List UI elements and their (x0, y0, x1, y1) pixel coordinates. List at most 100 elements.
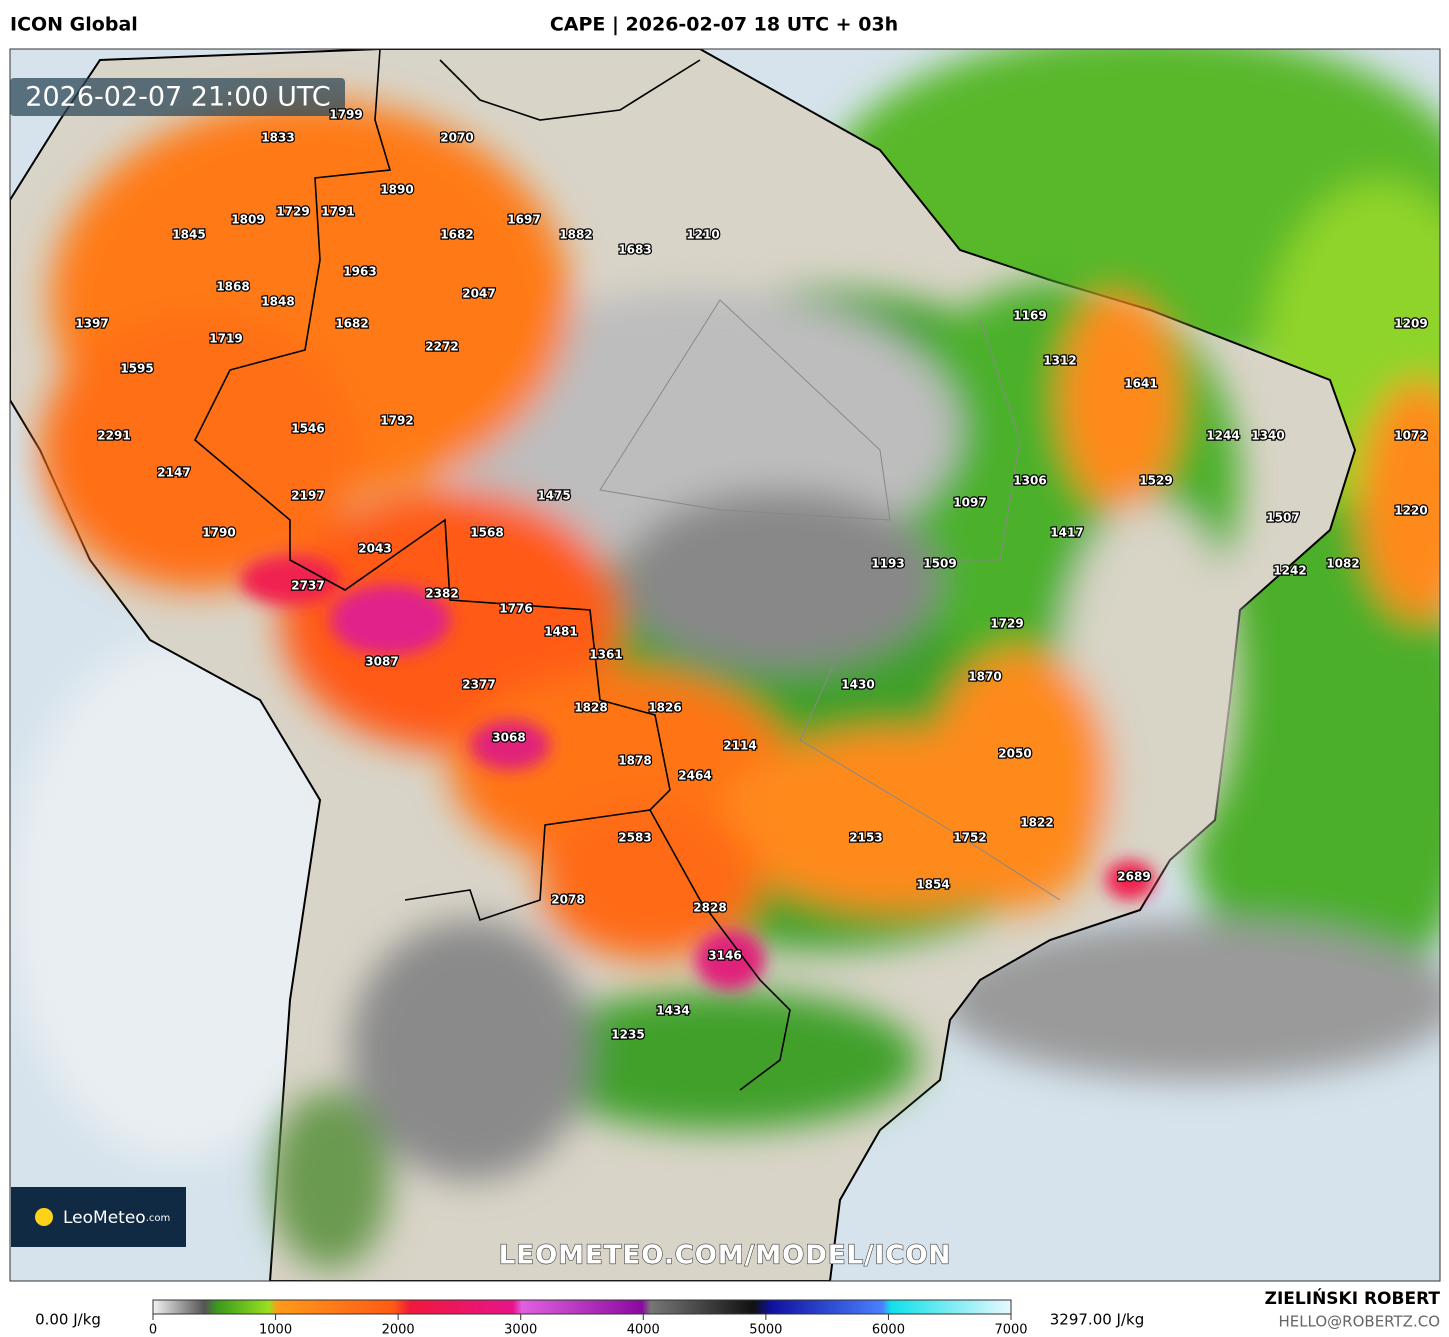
point-value: 1568 (470, 526, 503, 540)
point-value: 1854 (916, 878, 949, 892)
logo-text: LeoMeteo (63, 1208, 146, 1228)
point-value: 1790 (202, 526, 235, 540)
point-value: 1361 (589, 648, 622, 662)
point-value: 2147 (157, 466, 190, 480)
point-value: 1193 (871, 557, 904, 571)
point-value: 2464 (678, 769, 711, 783)
point-value: 1792 (380, 414, 413, 428)
point-value: 1776 (499, 602, 532, 616)
colorbar-ticks: 0 1000 2000 3000 4000 5000 6000 7000 (149, 1314, 1028, 1337)
point-value: 1169 (1013, 309, 1046, 323)
point-value: 1235 (611, 1028, 644, 1042)
point-value: 1244 (1206, 429, 1239, 443)
point-value: 1209 (1394, 317, 1427, 331)
point-value: 2382 (425, 587, 458, 601)
point-value: 1509 (923, 557, 956, 571)
colorbar-max: 3297.00 J/kg (1050, 1311, 1144, 1329)
point-value: 1082 (1326, 557, 1359, 571)
point-value: 1791 (321, 205, 354, 219)
point-value: 1242 (1273, 564, 1306, 578)
point-value: 3087 (365, 655, 398, 669)
point-value: 1848 (261, 295, 294, 309)
model-name: ICON Global (10, 14, 138, 36)
map-frame (9, 48, 1441, 1282)
timestamp-box (10, 78, 345, 116)
point-value: 1719 (209, 332, 242, 346)
point-value: 2153 (849, 831, 882, 845)
point-value: 1220 (1394, 504, 1427, 518)
point-value: 2070 (440, 131, 473, 145)
point-labels: 1799 2070 1833 1890 1809 1729 1791 1697 1882 1683… (74, 106, 1429, 1043)
colorbar-tick-label: 5000 (749, 1323, 782, 1337)
point-value: 2689 (1117, 870, 1150, 884)
timestamp: 2026-02-07 21:00 UTC (25, 82, 330, 113)
point-value: 3068 (492, 731, 525, 745)
point-value: 1822 (1020, 816, 1053, 830)
point-value: 1595 (120, 362, 153, 376)
colorbar-tick-label: 0 (149, 1323, 157, 1337)
point-value: 1682 (440, 228, 473, 242)
point-value: 2078 (551, 893, 584, 907)
point-value: 1434 (656, 1004, 689, 1018)
point-value: 1546 (291, 422, 324, 436)
point-value: 1729 (276, 205, 309, 219)
point-value: 1312 (1043, 354, 1076, 368)
colorbar-tick-label: 7000 (994, 1323, 1027, 1337)
point-value: 1529 (1139, 474, 1172, 488)
point-value: 2291 (97, 429, 130, 443)
colorbar-tick-label: 3000 (504, 1323, 537, 1337)
point-value: 1882 (559, 228, 592, 242)
point-value: 1697 (507, 213, 540, 227)
point-value: 2272 (425, 340, 458, 354)
point-value: 2377 (462, 678, 495, 692)
point-value: 1682 (335, 317, 368, 331)
point-value: 1826 (648, 701, 681, 715)
point-value: 1828 (574, 701, 607, 715)
point-value: 1397 (75, 317, 108, 331)
point-value: 2047 (462, 287, 495, 301)
point-value: 2050 (998, 747, 1031, 761)
point-value: 1799 (329, 108, 362, 122)
map (10, 49, 1440, 1281)
watermark: LEOMETEO.COM/MODEL/ICON (499, 1241, 952, 1271)
author: ZIELIŃSKI ROBERT (1265, 1287, 1441, 1309)
point-value: 1507 (1266, 511, 1299, 525)
point-value: 1729 (990, 617, 1023, 631)
logo-suffix: .com (146, 1213, 171, 1224)
colorbar-tick-label: 1000 (259, 1323, 292, 1337)
point-value: 2197 (291, 489, 324, 503)
colorbar-tick-label: 4000 (627, 1323, 660, 1337)
point-value: 2114 (723, 739, 756, 753)
point-value: 1870 (968, 670, 1001, 684)
point-value: 1097 (953, 496, 986, 510)
point-value: 2737 (291, 579, 324, 593)
point-value: 3146 (708, 949, 741, 963)
point-value: 1845 (172, 228, 205, 242)
colorbar-tick-label: 2000 (382, 1323, 415, 1337)
point-value: 1475 (537, 489, 570, 503)
colorbar-tick-label: 6000 (872, 1323, 905, 1337)
point-value: 1890 (380, 183, 413, 197)
point-value: 1641 (1124, 377, 1157, 391)
point-value: 1752 (953, 831, 986, 845)
point-value: 1809 (231, 213, 264, 227)
point-value: 2043 (358, 542, 391, 556)
point-value: 1963 (343, 265, 376, 279)
point-value: 1833 (261, 131, 294, 145)
point-value: 2828 (693, 901, 726, 915)
colorbar (152, 1299, 1012, 1315)
point-value: 1481 (544, 625, 577, 639)
point-value: 1868 (216, 280, 249, 294)
point-value: 1340 (1251, 429, 1284, 443)
point-value: 1072 (1394, 429, 1427, 443)
colorbar-min: 0.00 J/kg (35, 1311, 101, 1329)
point-value: 1878 (618, 754, 651, 768)
logo-sun (35, 1208, 53, 1226)
point-value: 1306 (1013, 474, 1046, 488)
point-value: 1683 (618, 243, 651, 257)
point-value: 1430 (841, 678, 874, 692)
logo: LeoMeteo.com (63, 1208, 170, 1228)
contact: HELLO@ROBERTZ.CO (1278, 1313, 1440, 1331)
